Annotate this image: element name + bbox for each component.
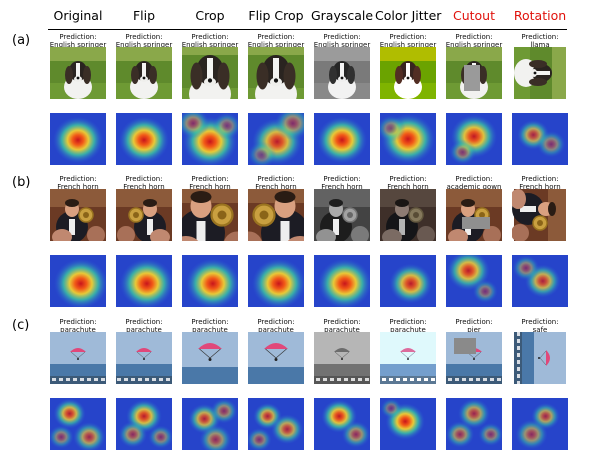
heatmap [182, 113, 238, 165]
heatmap [446, 113, 502, 165]
augmented-image [314, 332, 370, 384]
augmented-image [380, 189, 436, 241]
augmented-image [512, 189, 568, 241]
column-header-rotation: Rotation [513, 8, 567, 23]
heatmap [314, 255, 370, 307]
prediction-label: Prediction: English springer [49, 33, 107, 49]
augmented-image [116, 189, 172, 241]
prediction-label: Prediction: parachute [389, 318, 427, 334]
heatmap [446, 398, 502, 450]
augmented-image [248, 189, 304, 241]
augmented-image [314, 47, 370, 99]
heatmap [512, 113, 568, 165]
heatmap [512, 398, 568, 450]
prediction-label: Prediction: English springer [379, 33, 437, 49]
header-rule [48, 29, 567, 30]
augmented-image [380, 47, 436, 99]
heatmap [512, 255, 568, 307]
heatmap [116, 398, 172, 450]
heatmap [248, 113, 304, 165]
prediction-label: Prediction: parachute [257, 318, 295, 334]
prediction-label: Prediction: French horn [255, 175, 297, 191]
prediction-label: Prediction: academic gown [446, 175, 502, 191]
prediction-label: Prediction: English springer [247, 33, 305, 49]
augmented-image [116, 332, 172, 384]
column-header-original: Original [53, 8, 103, 23]
heatmap [314, 398, 370, 450]
augmented-image [116, 47, 172, 99]
prediction-label: Prediction: parachute [59, 318, 97, 334]
prediction-label: Prediction: French horn [387, 175, 429, 191]
heatmap [50, 255, 106, 307]
column-header-grayscale: Grayscale [310, 8, 374, 23]
row-label-b: (b) [12, 175, 31, 190]
column-header-color-jitter: Color Jitter [375, 8, 442, 23]
augmented-image [314, 189, 370, 241]
prediction-label: Prediction: safe [521, 318, 559, 334]
prediction-label: Prediction: parachute [191, 318, 229, 334]
heatmap [380, 398, 436, 450]
heatmap [182, 398, 238, 450]
prediction-label: Prediction: English springer [181, 33, 239, 49]
augmented-image [248, 47, 304, 99]
heatmap [446, 255, 502, 307]
prediction-label: Prediction: parachute [323, 318, 361, 334]
prediction-label: Prediction: pier [455, 318, 493, 334]
prediction-label: Prediction: French horn [57, 175, 99, 191]
heatmap [248, 398, 304, 450]
column-header-crop: Crop [195, 8, 225, 23]
heatmap [380, 113, 436, 165]
augmented-image [512, 47, 568, 99]
heatmap [182, 255, 238, 307]
prediction-label: Prediction: French horn [321, 175, 363, 191]
augmented-image [446, 47, 502, 99]
column-header-flip: Flip [132, 8, 156, 23]
heatmap [314, 113, 370, 165]
augmented-image [248, 332, 304, 384]
augmented-image [50, 189, 106, 241]
augmented-image [182, 189, 238, 241]
prediction-label: Prediction: English springer [313, 33, 371, 49]
heatmap [116, 255, 172, 307]
prediction-label: Prediction: French horn [123, 175, 165, 191]
heatmap [50, 398, 106, 450]
augmented-image [446, 332, 502, 384]
augmented-image [182, 332, 238, 384]
prediction-label: Prediction: English springer [115, 33, 173, 49]
row-label-a: (a) [12, 33, 31, 48]
row-label-c: (c) [12, 318, 30, 333]
augmented-image [50, 332, 106, 384]
augmented-image [182, 47, 238, 99]
heatmap [116, 113, 172, 165]
heatmap [50, 113, 106, 165]
augmented-image [512, 332, 568, 384]
column-header-cutout: Cutout [452, 8, 496, 23]
prediction-label: Prediction: parachute [125, 318, 163, 334]
prediction-label: Prediction: English springer [445, 33, 503, 49]
prediction-label: Prediction: French horn [519, 175, 561, 191]
prediction-label: Prediction: French horn [189, 175, 231, 191]
augmented-image [380, 332, 436, 384]
augmented-image [50, 47, 106, 99]
augmented-image [446, 189, 502, 241]
prediction-label: Prediction: llama [521, 33, 559, 49]
heatmap [380, 255, 436, 307]
heatmap [248, 255, 304, 307]
column-header-flip-crop: Flip Crop [248, 8, 304, 23]
